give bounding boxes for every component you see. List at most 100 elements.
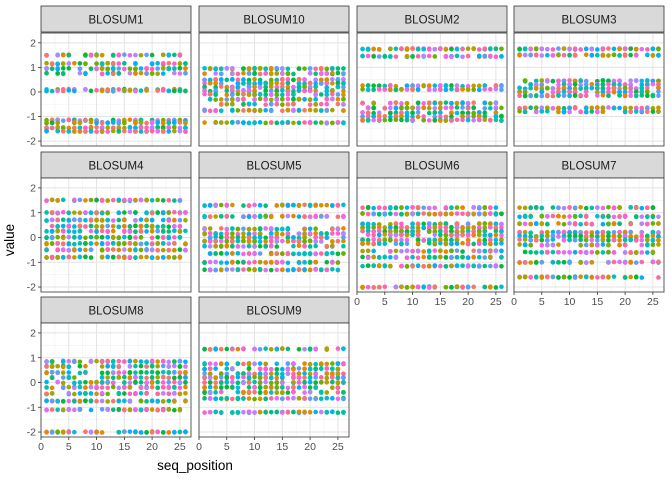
- data-point: [476, 113, 482, 119]
- data-point: [246, 238, 252, 244]
- data-point: [617, 259, 622, 265]
- data-point: [138, 370, 144, 375]
- data-point: [252, 226, 257, 232]
- data-point: [183, 384, 188, 390]
- data-point: [133, 363, 138, 369]
- data-point: [44, 379, 49, 385]
- data-point: [656, 105, 661, 111]
- data-point: [274, 97, 280, 103]
- data-point: [302, 366, 307, 372]
- data-point: [589, 230, 595, 235]
- data-point: [382, 87, 388, 92]
- data-point: [399, 105, 404, 110]
- data-point: [393, 254, 399, 260]
- data-point: [105, 363, 110, 369]
- data-point: [155, 364, 160, 369]
- data-point: [539, 242, 545, 248]
- data-point: [160, 224, 166, 229]
- data-point: [335, 96, 341, 102]
- data-point: [313, 346, 318, 352]
- data-point: [99, 228, 105, 234]
- data-point: [224, 361, 230, 367]
- data-point: [77, 241, 83, 246]
- data-point: [88, 430, 94, 435]
- data-point: [285, 96, 291, 102]
- x-tick-label: 20: [619, 296, 631, 308]
- data-point: [465, 228, 471, 234]
- data-point: [133, 52, 138, 58]
- panel-border: [513, 32, 665, 147]
- data-point: [578, 243, 583, 248]
- facet-strip-label: BLOSUM2: [405, 15, 460, 27]
- data-point: [218, 389, 224, 395]
- data-point: [365, 263, 371, 268]
- data-point: [83, 254, 88, 260]
- data-point: [330, 107, 335, 113]
- data-point: [105, 223, 110, 229]
- data-point: [650, 249, 656, 255]
- scatter-points: [44, 197, 188, 261]
- data-point: [268, 71, 274, 76]
- data-point: [550, 233, 556, 239]
- data-point: [388, 117, 393, 123]
- data-point: [105, 120, 110, 126]
- data-point: [88, 247, 94, 252]
- data-point: [307, 102, 313, 107]
- data-point: [482, 110, 488, 116]
- data-point: [291, 243, 296, 249]
- data-point: [567, 82, 572, 88]
- data-point: [218, 346, 224, 352]
- data-point: [166, 197, 172, 203]
- data-point: [49, 217, 55, 223]
- data-point: [522, 221, 528, 227]
- data-point: [415, 225, 421, 231]
- data-point: [341, 251, 346, 256]
- data-point: [533, 238, 539, 243]
- data-point: [230, 77, 235, 82]
- data-point: [545, 242, 550, 248]
- data-point: [202, 71, 207, 76]
- data-point: [122, 407, 127, 412]
- data-point: [517, 214, 522, 220]
- data-point: [49, 223, 55, 229]
- data-point: [172, 61, 177, 66]
- data-point: [606, 89, 611, 95]
- data-point: [460, 249, 465, 254]
- data-point: [550, 105, 556, 111]
- facet-panel-blosum10: BLOSUM10: [198, 5, 350, 147]
- data-point: [488, 101, 493, 106]
- data-point: [578, 93, 583, 98]
- data-point: [116, 358, 122, 364]
- data-point: [296, 120, 302, 126]
- data-point: [639, 229, 645, 235]
- data-point: [138, 247, 144, 253]
- data-point: [324, 366, 330, 371]
- data-point: [296, 371, 302, 377]
- data-point: [230, 97, 235, 103]
- data-point: [499, 225, 504, 230]
- data-point: [493, 228, 499, 234]
- data-point: [268, 108, 274, 114]
- data-point: [72, 197, 77, 203]
- data-point: [224, 85, 230, 90]
- data-point: [365, 255, 371, 261]
- data-point: [144, 52, 149, 58]
- data-point: [493, 46, 499, 51]
- data-point: [291, 77, 296, 83]
- data-point: [600, 250, 606, 255]
- data-point: [550, 86, 556, 91]
- data-point: [172, 399, 177, 404]
- data-point: [522, 205, 528, 211]
- data-point: [44, 430, 49, 435]
- panel-border: [356, 32, 508, 147]
- data-point: [622, 260, 628, 265]
- data-point: [94, 398, 99, 404]
- data-point: [561, 205, 567, 211]
- data-point: [224, 66, 230, 71]
- data-point: [561, 81, 567, 87]
- data-point: [318, 375, 324, 380]
- data-point: [280, 251, 285, 256]
- data-point: [465, 211, 471, 216]
